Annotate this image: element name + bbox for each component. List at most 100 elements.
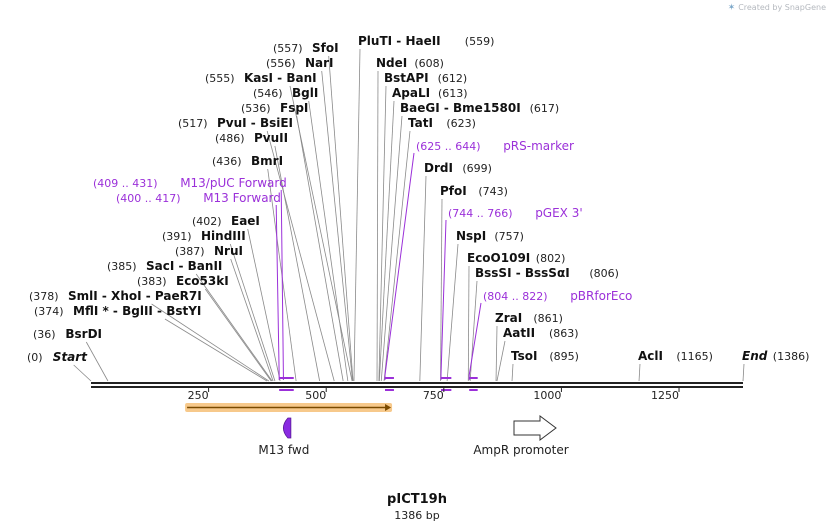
- site-leader-line-tati: [383, 130, 411, 382]
- restriction-site: (374) MflI * - BglII - BstYI: [34, 304, 201, 318]
- restriction-site: (1165) AclI: [638, 349, 713, 363]
- site-name: PvuI - BsiEI: [217, 116, 293, 130]
- site-leader-line-hindiii: [229, 243, 276, 382]
- restriction-site: (36) BsrDI: [33, 327, 102, 341]
- site-name: KasI - BanI: [244, 71, 317, 85]
- restriction-site: (555) KasI - BanI: [205, 71, 317, 85]
- site-name: TatI: [408, 116, 433, 130]
- site-position: (383): [137, 275, 167, 288]
- primer-range: (400 .. 417): [116, 192, 181, 205]
- site-position: (617): [530, 102, 560, 115]
- restriction-site: (895) TsoI: [511, 349, 579, 363]
- site-position: (391): [162, 230, 192, 243]
- primer-labels: (409 .. 431) M13/pUC Forward (400 .. 417) M…: [93, 139, 632, 391]
- site-name: BaeGI - Bme1580I: [400, 101, 521, 115]
- restriction-site: (402) EaeI: [192, 214, 260, 228]
- restriction-site: (385) SacI - BanII: [107, 259, 222, 273]
- site-leader-line-apali: [378, 100, 395, 382]
- site-name: NruI: [214, 244, 243, 258]
- site-leader-line-fspi: [296, 115, 344, 382]
- site-leader-line-eco53ki: [204, 288, 272, 382]
- restriction-site: (863) AatII: [503, 326, 579, 340]
- site-position: (608): [414, 57, 444, 70]
- restriction-site: (391) HindIII: [162, 229, 246, 243]
- ampr-promoter-arrow-icon: [513, 415, 557, 441]
- site-leader-line-ecoo109i: [467, 265, 470, 382]
- primer-range: (744 .. 766): [448, 207, 513, 220]
- restriction-site: (608) NdeI: [376, 56, 444, 70]
- site-leader-line-mfli: [164, 318, 268, 382]
- site-leader-line-bgli: [308, 100, 349, 382]
- ruler-ticks: 250 500 750 1000 1250: [188, 388, 680, 402]
- primer-name: M13/pUC Forward: [180, 176, 287, 190]
- site-name: SacI - BanII: [146, 259, 222, 273]
- primer-leader-line: [275, 204, 280, 380]
- site-name: BstAPI: [384, 71, 429, 85]
- restriction-site: (536) FspI: [241, 101, 308, 115]
- site-leader-line-kasi: [289, 85, 353, 382]
- feature-label-ampr-promoter: AmpR promoter: [473, 443, 568, 457]
- primer-annotation: (625 .. 644) pRS-marker: [384, 139, 574, 391]
- restriction-site: (617) BaeGI - Bme1580I: [400, 101, 559, 115]
- site-name: EcoO109I: [467, 251, 530, 265]
- ruler-tick-label: 250: [188, 389, 209, 402]
- site-position: (374): [34, 305, 64, 318]
- site-position: (1386): [773, 350, 810, 363]
- site-name: TsoI: [511, 349, 537, 363]
- ruler-tick-label: 1000: [533, 389, 561, 402]
- site-name: NarI: [305, 56, 334, 70]
- site-position: (517): [178, 117, 208, 130]
- site-name: ApaLI: [392, 86, 430, 100]
- site-leader-line-smli: [151, 303, 270, 382]
- restriction-site: (436) BmrI: [212, 154, 283, 168]
- orf-arrow-icon: [385, 404, 392, 411]
- site-position: (623): [446, 117, 476, 130]
- site-name: DrdI: [424, 161, 453, 175]
- restriction-site: (0) Start: [27, 350, 88, 364]
- restriction-site: (612) BstAPI: [384, 71, 467, 85]
- site-position: (387): [175, 245, 205, 258]
- site-name: BmrI: [251, 154, 283, 168]
- site-leader-line-sfoi: [328, 55, 354, 382]
- primer-range: (804 .. 822): [483, 290, 548, 303]
- primer-annotation: (804 .. 822) pBRforEco: [468, 289, 632, 391]
- plasmid-name: pICT19h: [387, 492, 447, 507]
- site-position: (486): [215, 132, 245, 145]
- restriction-site: (806) BssSI - BssSαI: [475, 266, 619, 280]
- site-labels: (0) Start (36) BsrDI (374) MflI * - BglII - B…: [27, 34, 809, 364]
- restriction-site: (623) TatI: [408, 116, 476, 130]
- site-position: (402): [192, 215, 222, 228]
- site-leader-line-nrui: [230, 258, 274, 382]
- site-position: (0): [27, 351, 43, 364]
- site-leader-line-pluti: [353, 48, 361, 382]
- site-position: (555): [205, 72, 235, 85]
- site-name: ZraI: [495, 311, 522, 325]
- ruler-tick-label: 1250: [651, 389, 679, 402]
- site-position: (556): [266, 57, 296, 70]
- site-position: (895): [549, 350, 579, 363]
- restriction-site: (486) PvuII: [215, 131, 288, 145]
- primer-annotation: (400 .. 417) M13 Forward: [116, 191, 288, 391]
- plasmid-length: 1386 bp: [394, 509, 440, 522]
- site-position: (861): [533, 312, 563, 325]
- site-leader-line-bsrdi: [85, 341, 109, 382]
- restriction-site: (743) PfoI: [440, 184, 508, 198]
- restriction-site: (378) SmlI - XhoI - PaeR7I: [29, 289, 202, 303]
- site-position: (806): [589, 267, 619, 280]
- primer-range: (625 .. 644): [416, 140, 481, 153]
- primer-name: pGEX 3': [535, 206, 582, 220]
- site-position: (757): [494, 230, 524, 243]
- restriction-site: (757) NspI: [456, 229, 524, 243]
- site-leader-line-pvuii: [274, 145, 321, 382]
- site-name: BsrDI: [65, 327, 102, 341]
- site-position: (743): [478, 185, 508, 198]
- site-name: AatII: [503, 326, 535, 340]
- site-name: End: [742, 349, 768, 363]
- site-leader-line-pfoi: [440, 198, 443, 382]
- restriction-site: (556) NarI: [266, 56, 334, 70]
- primer-name: pRS-marker: [503, 139, 574, 153]
- site-name: BglI: [292, 86, 318, 100]
- site-leader-line-drdi: [419, 175, 427, 382]
- restriction-site: (387) NruI: [175, 244, 243, 258]
- site-name: EaeI: [231, 214, 260, 228]
